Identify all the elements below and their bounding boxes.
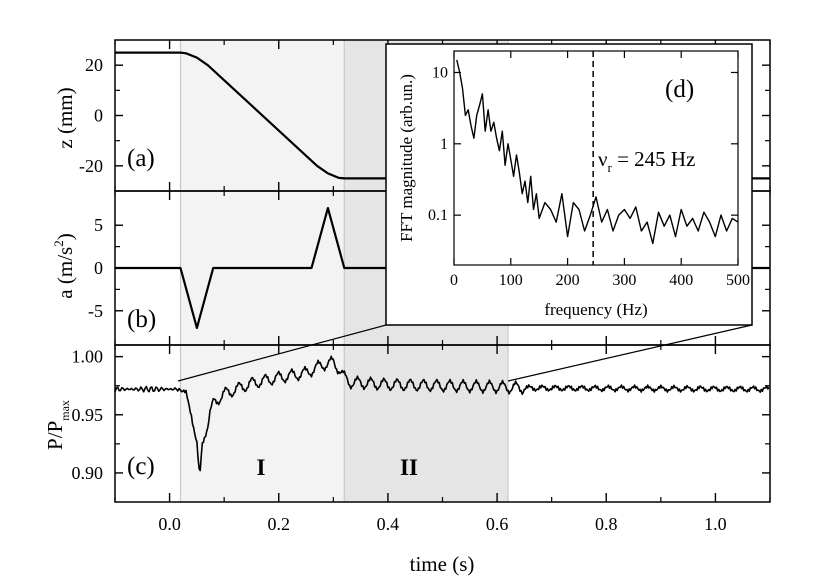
x-tick-label: 0.0: [158, 514, 181, 534]
region-i-shading: [180, 40, 345, 502]
y-tick-label: 0.90: [72, 463, 104, 483]
y-tick-label: 1.00: [72, 347, 104, 367]
resonance-annotation-rest: = 245 Hz: [612, 147, 696, 171]
inset-x-tick-label: 200: [556, 272, 580, 289]
inset-ylabel: FFT magnitude (arb.un.): [397, 74, 416, 242]
resonance-annotation-base: ν: [598, 147, 608, 171]
panel-c-ylabel: P/Pmax: [43, 400, 72, 450]
inset-data-layer: [456, 59, 739, 245]
y-tick-label: 5: [94, 215, 103, 235]
panel-a-ylabel: z (mm): [53, 87, 77, 148]
resonance-annotation: νr = 245 Hz: [598, 147, 695, 175]
panel-a-trace: [115, 51, 770, 180]
panel-b-ylabel-end: ): [53, 233, 77, 240]
data-layer: [114, 51, 770, 472]
panel-b-trace: [115, 207, 770, 329]
panel-b-ylabel-sup: 2: [51, 240, 66, 247]
panel-a-label: (a): [127, 145, 155, 172]
panel-d-label: (d): [665, 76, 694, 103]
x-tick-label: 0.2: [268, 514, 291, 534]
inset-x-tick-label: 500: [726, 272, 750, 289]
y-tick-label: 0.95: [72, 405, 104, 425]
inset-plot-frame: [453, 50, 739, 266]
inset-x-tick-label: 300: [612, 272, 636, 289]
y-tick-label: -5: [88, 301, 103, 321]
inset-d: 0 100 200 300 400 500 10 1 0.1 (d) νr = 245 Hz f…: [385, 43, 753, 326]
y-tick-label: 0: [94, 258, 103, 278]
x-tick-label: 1.0: [704, 514, 727, 534]
y-tick-label: -20: [79, 156, 103, 176]
zoom-connector-left: [177, 324, 387, 382]
fft-trace: [456, 59, 739, 245]
panel-c-ylabel-sub: max: [58, 400, 72, 421]
y-tick-label: 20: [85, 55, 103, 75]
panel-b-label: (b): [127, 306, 156, 333]
panel-b-ylabel-base: a (m/s: [53, 247, 77, 299]
inset-x-tick-label: 100: [499, 272, 523, 289]
panel-c-label: (c): [127, 453, 155, 480]
x-tick-label: 0.6: [486, 514, 509, 534]
inset-xlabel: frequency (Hz): [544, 300, 647, 319]
region-ii-label: II: [400, 455, 418, 480]
inset-tick-layer: 0 100 200 300 400 500 10 1 0.1: [428, 51, 750, 289]
x-axis-title: time (s): [410, 552, 475, 576]
inset-y-tick-label: 0.1: [428, 207, 448, 224]
inset-y-tick-label: 10: [432, 64, 448, 81]
x-tick-label: 0.4: [377, 514, 400, 534]
panel-b-ylabel: a (m/s2): [51, 233, 77, 298]
inset-y-tick-label: 1: [440, 136, 448, 153]
region-i-label: I: [257, 455, 266, 480]
inset-x-tick-label: 0: [450, 272, 458, 289]
zoom-connector-right: [507, 324, 753, 382]
x-tick-label: 0.8: [595, 514, 618, 534]
resonance-annotation-sub: r: [608, 160, 613, 175]
panel-c-trace: [114, 355, 770, 472]
inset-x-tick-label: 400: [669, 272, 693, 289]
panel-c-ylabel-base: P/P: [43, 421, 67, 450]
y-tick-label: 0: [94, 106, 103, 126]
inset-box: [385, 43, 753, 326]
